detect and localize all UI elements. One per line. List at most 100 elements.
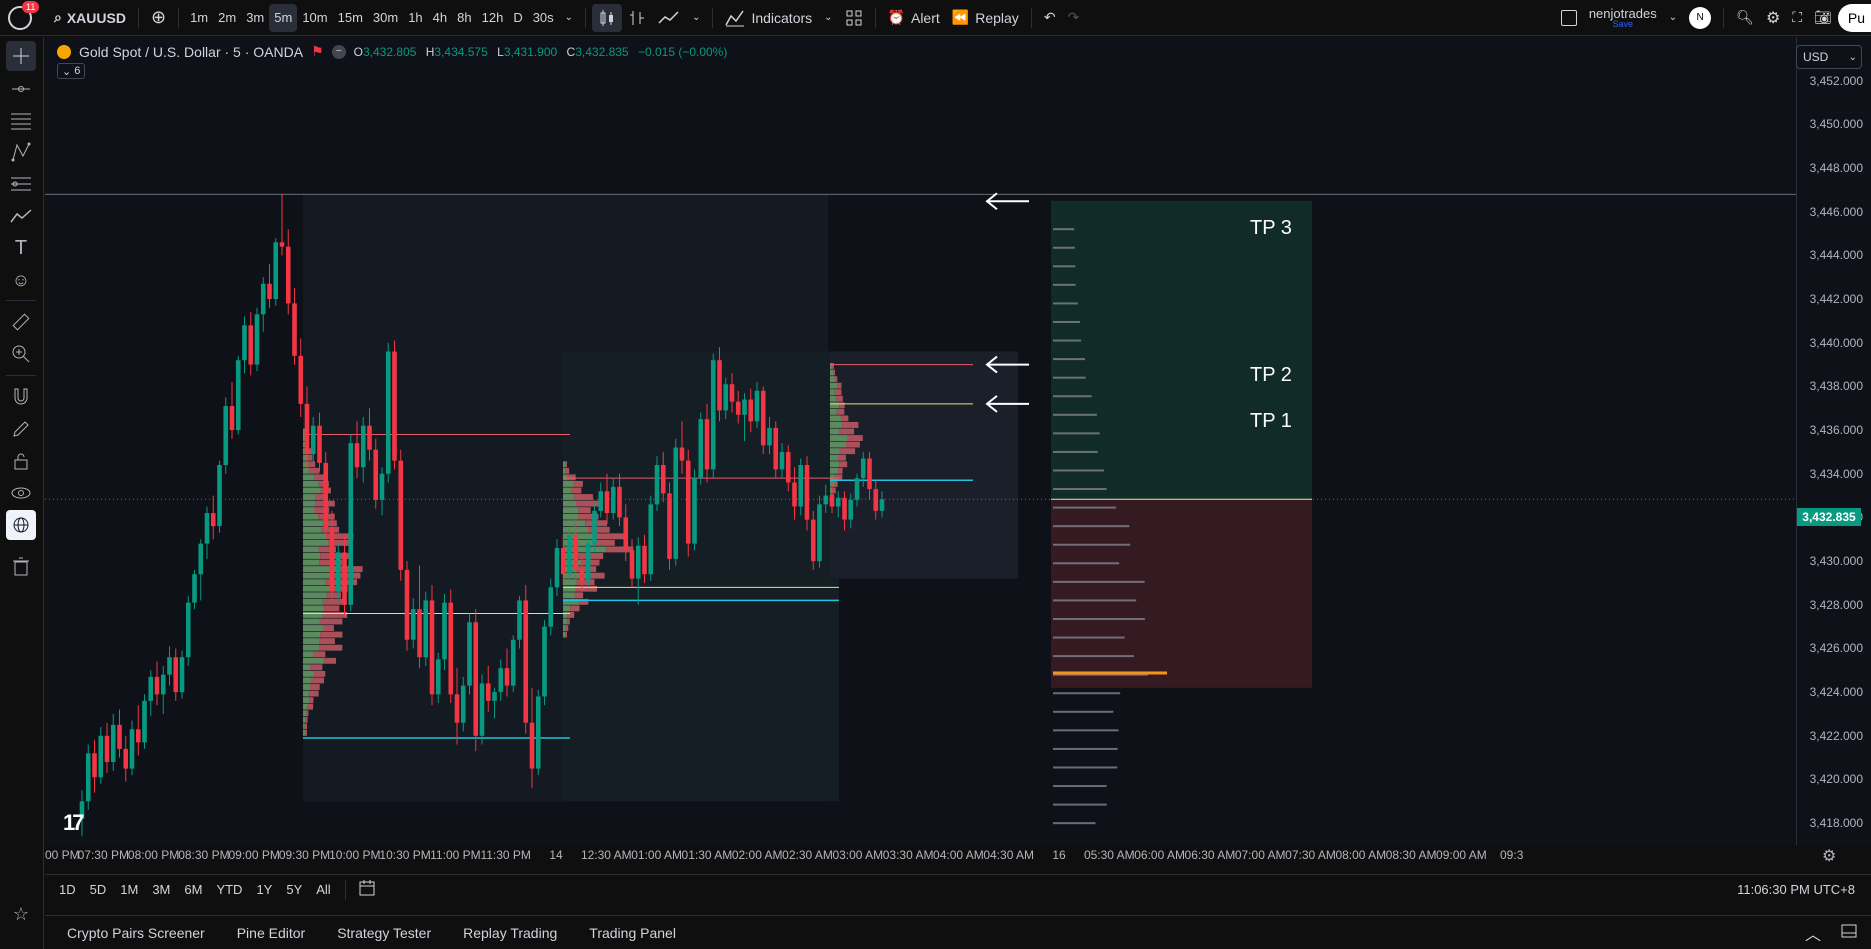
vp1-sell-bar xyxy=(308,461,316,468)
settings-gear-icon[interactable]: ⚙ xyxy=(1765,9,1781,27)
eye-icon[interactable] xyxy=(6,478,36,508)
tab-pine-editor[interactable]: Pine Editor xyxy=(236,924,306,941)
vp2-sell-bar xyxy=(578,507,591,514)
main-menu-button[interactable]: 11 xyxy=(0,0,40,36)
text-tool-icon[interactable]: T xyxy=(14,236,28,259)
interval-4h[interactable]: 4h xyxy=(432,10,448,25)
tp1-label[interactable]: TP 1 xyxy=(1250,410,1292,432)
pencil-lock-icon[interactable] xyxy=(6,414,36,444)
flag-icon[interactable]: ⚑ xyxy=(311,43,324,59)
symbol-search-button[interactable]: ⌕ XAUUSD xyxy=(48,4,132,32)
vp1-sell-bar xyxy=(314,670,326,677)
publish-button[interactable]: Pu xyxy=(1837,3,1871,32)
currency-select[interactable]: USD ⌄ xyxy=(1796,45,1862,69)
chevron-down-icon[interactable]: ⌄ xyxy=(692,12,701,23)
tab-crypto-pairs-screener[interactable]: Crypto Pairs Screener xyxy=(67,924,205,941)
range-1m[interactable]: 1M xyxy=(120,882,139,897)
interval-8h[interactable]: 8h xyxy=(457,10,472,25)
vp1-sell-bar xyxy=(325,579,358,586)
price-chart[interactable] xyxy=(45,37,1796,845)
tp2-label[interactable]: TP 2 xyxy=(1250,364,1292,386)
candle-body xyxy=(692,478,697,544)
ruler-icon[interactable] xyxy=(6,307,36,337)
layout-grid-icon[interactable] xyxy=(839,4,869,32)
replay-button[interactable]: ⏪ Replay xyxy=(946,4,1025,32)
axis-settings-gear-icon[interactable]: ⚙ xyxy=(1822,848,1837,865)
range-5d[interactable]: 5D xyxy=(89,882,107,897)
avatar[interactable]: N xyxy=(1683,4,1717,32)
range-1d[interactable]: 1D xyxy=(59,882,76,897)
interval-5m[interactable]: 5m xyxy=(269,3,298,32)
line-chart-icon[interactable] xyxy=(652,4,686,32)
tab-replay-trading[interactable]: Replay Trading xyxy=(463,924,558,941)
star-icon[interactable]: ☆ xyxy=(12,903,30,924)
vp1-buy-bar xyxy=(303,546,319,553)
interval-30s[interactable]: 30s xyxy=(532,10,554,25)
interval-1m[interactable]: 1m xyxy=(190,10,209,25)
time-tick-label: 09:00 AM xyxy=(1436,848,1487,862)
vp2-buy-bar xyxy=(563,579,577,586)
range-3m[interactable]: 3M xyxy=(152,882,171,897)
crosshair-icon[interactable] xyxy=(6,41,36,71)
vp1-buy-bar xyxy=(303,467,309,474)
tradingview-logo[interactable]: 17 xyxy=(63,810,85,835)
tp3-label[interactable]: TP 3 xyxy=(1250,217,1292,239)
vp3-buy-bar xyxy=(830,408,837,415)
range-all[interactable]: All xyxy=(316,882,331,897)
quick-search-icon[interactable]: 🔍︎ xyxy=(1736,9,1754,25)
indicators-toggle[interactable]: ⌄ 6 xyxy=(57,63,86,79)
symbol-title[interactable]: Gold Spot / U.S. Dollar · 5 · OANDA xyxy=(79,43,304,60)
interval-10m[interactable]: 10m xyxy=(302,10,328,25)
chart-pane[interactable]: Gold Spot / U.S. Dollar · 5 · OANDA ⚑ − … xyxy=(45,37,1796,845)
alert-button[interactable]: ⏰ Alert xyxy=(882,4,946,32)
emoji-icon[interactable]: ☺ xyxy=(11,269,31,290)
globe-icon[interactable] xyxy=(6,510,36,540)
bar-chart-icon[interactable] xyxy=(622,4,652,32)
layout-name-button[interactable]: nenjotrades Save xyxy=(1583,4,1663,32)
chevron-down-icon[interactable]: ⌄ xyxy=(824,12,833,23)
interval-1h[interactable]: 1h xyxy=(408,10,423,25)
undo-icon[interactable]: ↶ xyxy=(1043,9,1056,25)
compare-symbol-button[interactable]: ⊕ xyxy=(150,7,167,27)
magnet-icon[interactable] xyxy=(6,382,36,412)
trend-line-icon[interactable] xyxy=(6,74,36,104)
candle-body xyxy=(873,489,879,511)
maximize-panel-icon[interactable] xyxy=(1841,923,1857,942)
hide-series-button[interactable]: − xyxy=(331,44,346,59)
redo-icon[interactable]: ↷ xyxy=(1067,9,1080,25)
interval-12h[interactable]: 12h xyxy=(481,10,504,25)
vp1-buy-bar xyxy=(303,684,311,690)
chevron-up-icon[interactable]: ︿ xyxy=(1804,926,1821,944)
zoom-in-icon[interactable] xyxy=(6,339,36,369)
candles-icon[interactable] xyxy=(592,3,623,32)
camera-icon[interactable]: 📷︎ xyxy=(1814,9,1832,25)
chevron-down-icon[interactable]: ⌄ xyxy=(564,12,574,23)
trash-icon[interactable] xyxy=(6,552,36,582)
interval-3m[interactable]: 3m xyxy=(246,10,265,25)
chevron-down-icon[interactable]: ⌄ xyxy=(1668,12,1678,23)
range-6m[interactable]: 6M xyxy=(184,882,203,897)
range-ytd[interactable]: YTD xyxy=(216,882,243,897)
interval-15m[interactable]: 15m xyxy=(337,10,363,25)
fib-retracement-icon[interactable] xyxy=(6,169,36,199)
clock-display[interactable]: 11:06:30 PM UTC+8 xyxy=(1737,882,1855,897)
pattern-icon[interactable] xyxy=(6,137,36,167)
lock-icon[interactable] xyxy=(6,446,36,476)
vp1-sell-bar xyxy=(308,467,320,474)
interval-30m[interactable]: 30m xyxy=(372,10,399,25)
tab-trading-panel[interactable]: Trading Panel xyxy=(589,924,676,941)
calendar-icon[interactable] xyxy=(358,879,376,900)
indicators-button[interactable]: Indicators xyxy=(719,4,818,32)
horizontal-lines-icon[interactable] xyxy=(6,105,36,135)
tab-strategy-tester[interactable]: Strategy Tester xyxy=(337,924,432,941)
range-5y[interactable]: 5Y xyxy=(286,882,303,897)
layout-checkbox-icon[interactable] xyxy=(1555,4,1583,32)
interval-D[interactable]: D xyxy=(513,10,523,25)
interval-2m[interactable]: 2m xyxy=(218,10,237,25)
forecast-icon[interactable] xyxy=(6,201,36,231)
range-1y[interactable]: 1Y xyxy=(256,882,273,897)
time-tick-label: 16 xyxy=(1052,848,1066,862)
time-axis[interactable]: 00 PM 07:30 PM 08:00 PM 08:30 PM 09:00 PM 09:… xyxy=(45,845,1796,867)
fullscreen-icon[interactable]: ⛶ xyxy=(1792,9,1803,25)
price-axis[interactable]: 3,452.000 3,450.000 3,448.000 3,446.000 3,44… xyxy=(1796,37,1871,845)
